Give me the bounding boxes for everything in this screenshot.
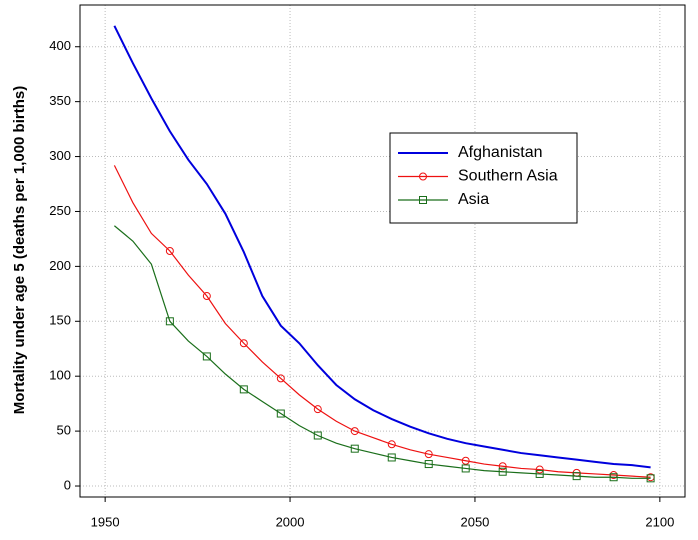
legend: Afghanistan Southern Asia Asia [389,132,578,224]
marker [239,385,248,394]
marker [165,247,174,255]
x-tick-label: 2100 [645,514,674,529]
legend-label: Asia [458,191,489,208]
marker [424,450,433,459]
y-tick-label: 400 [49,38,71,53]
y-tick-label: 200 [49,258,71,273]
legend-box [389,132,578,224]
marker [609,473,618,482]
x-tick-label: 1950 [91,514,120,529]
y-tick-label: 350 [49,93,71,108]
y-tick-label: 250 [49,203,71,218]
x-tick-label: 2000 [276,514,305,529]
marker [419,172,427,181]
marker [535,469,544,478]
marker [387,453,396,462]
marker [535,465,544,474]
marker [461,456,470,465]
marker [646,474,655,483]
y-tick-label: 0 [64,477,71,492]
marker [424,460,433,469]
y-tick-label: 300 [49,148,71,163]
marker [276,374,285,383]
marker [572,472,581,481]
legend-label: Afghanistan [458,144,543,161]
y-tick-label: 50 [57,423,71,438]
y-axis-label: Mortality under age 5 (deaths per 1,000 … [11,86,28,414]
marker [498,462,507,471]
marker [387,440,396,449]
y-tick-label: 100 [49,368,71,383]
marker [498,467,507,476]
marker [313,431,322,440]
marker [202,352,211,361]
y-tick-label: 150 [49,313,71,328]
plot-frame [79,4,686,498]
marker [239,339,248,348]
series-line [113,165,651,478]
marker [313,405,322,414]
marker [419,196,427,204]
series-line [113,25,651,469]
marker [165,317,174,326]
marker [350,427,359,436]
marker [202,292,211,301]
legend-label: Southern Asia [458,168,558,185]
marker [461,464,470,473]
x-tick-label: 2050 [460,514,489,529]
marker [276,409,285,418]
marker [350,444,359,453]
